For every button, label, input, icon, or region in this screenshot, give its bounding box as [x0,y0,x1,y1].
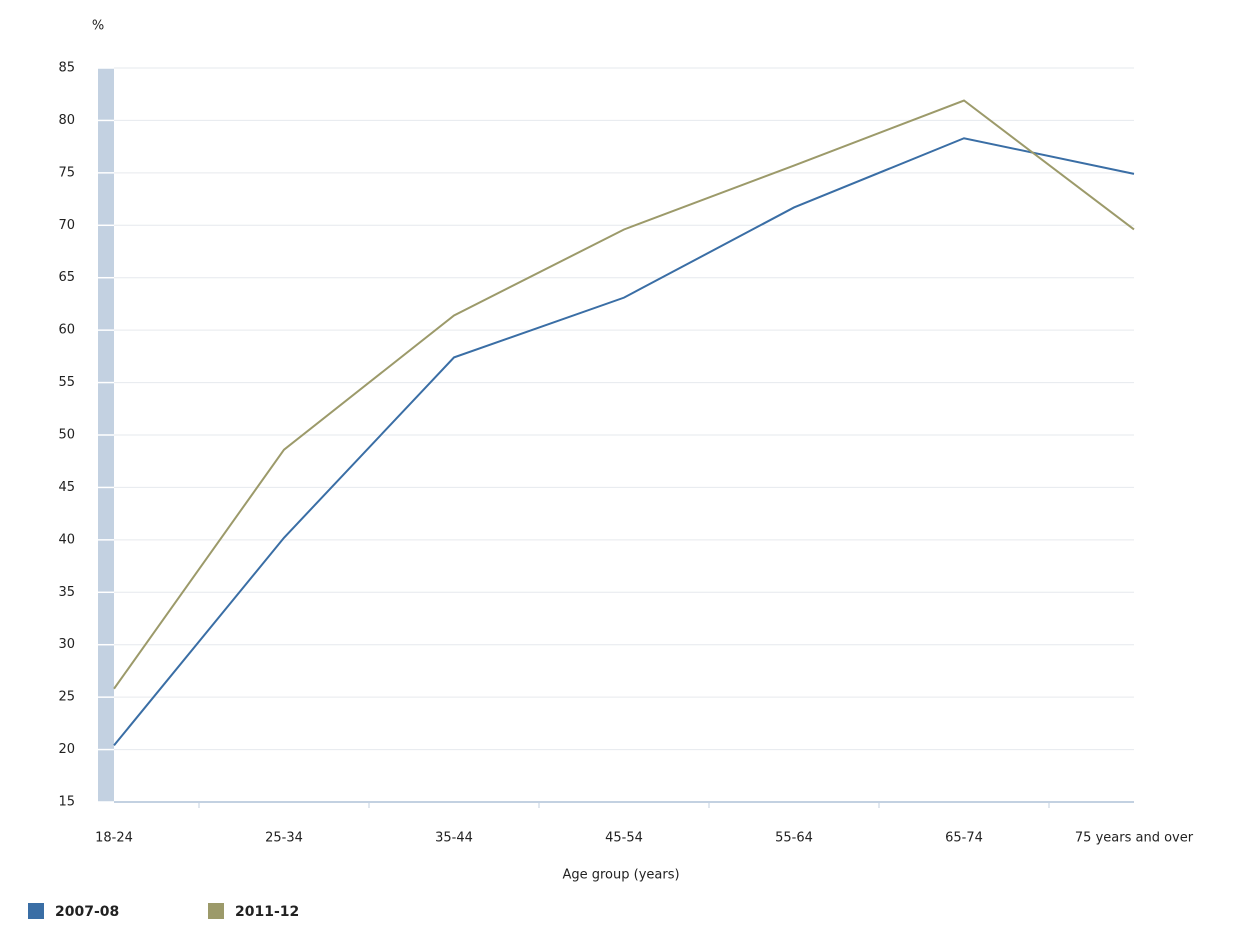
series-line [113,99,1135,690]
y-tick-label: 15 [58,795,75,810]
y-axis-label: % [92,19,104,34]
y-tick-label: 70 [58,218,75,233]
y-tick-label: 20 [58,742,75,757]
y-tick-label: 60 [58,323,75,338]
y-tick-label: 65 [58,270,75,285]
x-tick-label: 18-24 [95,831,133,846]
legend-label: 2007-08 [55,904,119,920]
x-tick-label: 55-64 [775,831,813,846]
x-tick-label: 35-44 [435,831,473,846]
legend-label: 2011-12 [235,904,299,920]
x-tick-label: 75 years and over [1075,831,1194,846]
y-tick-label: 30 [58,637,75,652]
y-tick-label: 80 [58,113,75,128]
series-line [113,137,1135,747]
y-tick-label: 25 [58,690,75,705]
y-tick-label: 45 [58,480,75,495]
legend-swatch [208,903,224,919]
y-tick-label: 55 [58,375,75,390]
y-tick-label: 40 [58,532,75,547]
y-tick-label: 50 [58,428,75,443]
x-axis-label: Age group (years) [562,868,679,883]
y-tick-label: 35 [58,585,75,600]
x-tick-label: 65-74 [945,831,983,846]
y-tick-label: 85 [58,61,75,76]
x-tick-label: 25-34 [265,831,303,846]
y-tick-label: 75 [58,165,75,180]
x-tick-label: 45-54 [605,831,643,846]
legend-swatch [28,903,44,919]
